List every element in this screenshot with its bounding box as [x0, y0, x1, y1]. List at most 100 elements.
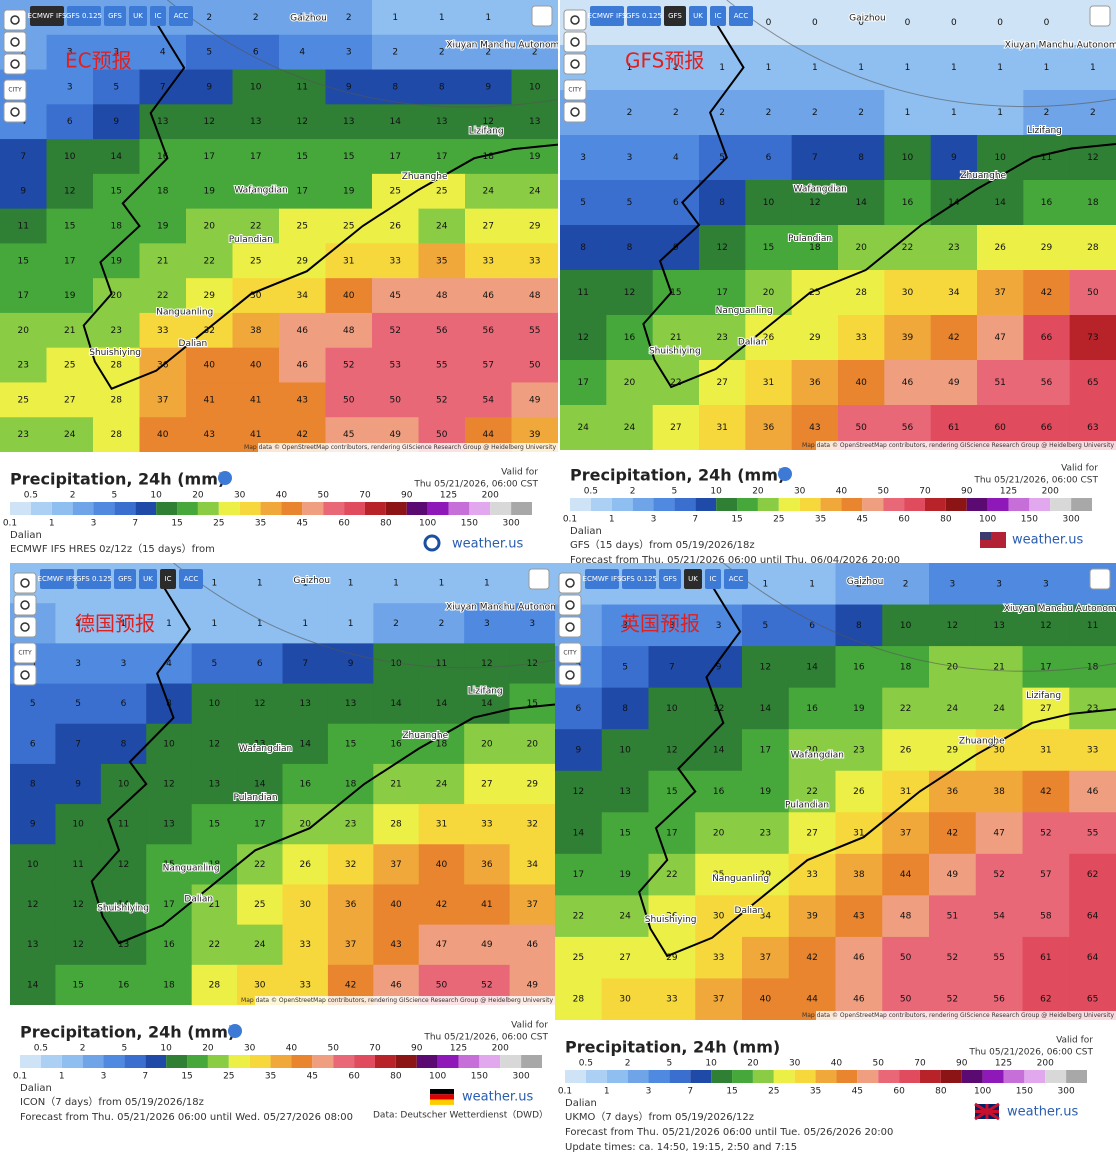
brand[interactable]: weather.us: [462, 1090, 533, 1105]
precip-cell: [139, 208, 187, 244]
city-button[interactable]: CITY: [568, 87, 582, 94]
model-button[interactable]: [30, 6, 64, 26]
model-button-label[interactable]: ACC: [734, 12, 749, 20]
precip-value: 8: [858, 153, 864, 163]
model-button-label[interactable]: GFS 0.125: [626, 12, 662, 20]
map-tool[interactable]: [3, 31, 27, 53]
model-button-label[interactable]: UK: [133, 12, 143, 20]
model-button[interactable]: [627, 6, 661, 26]
model-button[interactable]: [179, 569, 203, 589]
precip-value: 31: [716, 423, 727, 433]
precip-value: 38: [993, 787, 1005, 797]
share-button[interactable]: [1089, 5, 1111, 27]
map-tool[interactable]: [3, 9, 27, 31]
model-button-label[interactable]: ECMWF IFS: [28, 12, 67, 20]
model-button-label[interactable]: GFS 0.125: [66, 12, 102, 20]
share-button[interactable]: [531, 5, 553, 27]
map-tool[interactable]: [563, 53, 587, 75]
model-button[interactable]: [705, 569, 721, 589]
share-button[interactable]: [528, 568, 550, 590]
model-button-label[interactable]: ECMWF IFS: [588, 12, 627, 20]
model-button[interactable]: [622, 569, 656, 589]
map-tool[interactable]: [13, 642, 37, 664]
model-button[interactable]: [139, 569, 157, 589]
model-button-label[interactable]: GFS: [118, 575, 132, 583]
model-button[interactable]: [169, 6, 193, 26]
model-button[interactable]: [710, 6, 726, 26]
model-button[interactable]: [724, 569, 748, 589]
model-button-label[interactable]: ECMWF IFS: [583, 575, 622, 583]
map-tool[interactable]: [558, 594, 582, 616]
map-tool[interactable]: [563, 101, 587, 123]
precip-cell: [884, 360, 932, 406]
model-button[interactable]: [684, 569, 702, 589]
model-button-label[interactable]: GFS: [108, 12, 122, 20]
map-tool[interactable]: [13, 664, 37, 686]
map-tool[interactable]: [558, 616, 582, 638]
precip-value: 11: [297, 82, 308, 92]
model-button-label[interactable]: IC: [715, 12, 722, 20]
precip-cell: [418, 278, 466, 314]
precip-value: 50: [436, 430, 448, 440]
model-button-label[interactable]: ACC: [174, 12, 189, 20]
precip-cell: [699, 405, 746, 450]
model-button[interactable]: [40, 569, 74, 589]
map-tool[interactable]: [3, 79, 27, 101]
map-tool[interactable]: [558, 642, 582, 664]
map-tool[interactable]: [563, 79, 587, 101]
map-tool[interactable]: [13, 616, 37, 638]
city-button[interactable]: CITY: [563, 650, 577, 657]
info-icon[interactable]: [218, 471, 232, 485]
city-button[interactable]: CITY: [8, 87, 22, 94]
model-button-label[interactable]: ECMWF IFS: [38, 575, 77, 583]
model-button[interactable]: [664, 6, 686, 26]
map-tool[interactable]: [563, 31, 587, 53]
model-button[interactable]: [729, 6, 753, 26]
city-button[interactable]: CITY: [18, 650, 32, 657]
precip-cell: [745, 270, 793, 316]
model-button-label[interactable]: ACC: [729, 575, 744, 583]
precip-value: 29: [809, 333, 821, 343]
map-tool[interactable]: [3, 53, 27, 75]
model-button[interactable]: [67, 6, 101, 26]
model-button[interactable]: [104, 6, 126, 26]
model-button[interactable]: [114, 569, 136, 589]
model-button[interactable]: [585, 569, 619, 589]
precip-cell: [373, 763, 420, 805]
brand[interactable]: weather.us: [1007, 1105, 1078, 1120]
model-button-label[interactable]: UK: [688, 575, 698, 583]
map-tool[interactable]: [558, 664, 582, 686]
place-name: Pulandian: [233, 793, 277, 803]
model-button-label[interactable]: IC: [165, 575, 172, 583]
model-button-label[interactable]: GFS 0.125: [76, 575, 112, 583]
info-icon[interactable]: [228, 1024, 242, 1038]
model-button[interactable]: [129, 6, 147, 26]
model-button-label[interactable]: GFS: [663, 575, 677, 583]
precip-value: 11: [436, 659, 447, 669]
map-tool[interactable]: [563, 9, 587, 31]
info-icon[interactable]: [778, 467, 792, 481]
model-button[interactable]: [160, 569, 176, 589]
precip-value: 30: [902, 288, 914, 298]
model-button[interactable]: [659, 569, 681, 589]
model-button-label[interactable]: UK: [693, 12, 703, 20]
model-button-label[interactable]: IC: [155, 12, 162, 20]
brand[interactable]: weather.us: [452, 537, 523, 552]
model-button-label[interactable]: UK: [143, 575, 153, 583]
precip-cell: [838, 180, 885, 226]
share-button[interactable]: [1089, 568, 1111, 590]
map-tool[interactable]: [558, 572, 582, 594]
map-tool[interactable]: [13, 594, 37, 616]
model-button[interactable]: [150, 6, 166, 26]
brand[interactable]: weather.us: [1012, 533, 1083, 548]
model-button-label[interactable]: GFS 0.125: [621, 575, 657, 583]
model-button[interactable]: [689, 6, 707, 26]
map-tool[interactable]: [13, 572, 37, 594]
model-button-label[interactable]: IC: [710, 575, 717, 583]
precip-value: 50: [855, 423, 867, 433]
model-button-label[interactable]: ACC: [184, 575, 199, 583]
model-button-label[interactable]: GFS: [668, 12, 682, 20]
map-tool[interactable]: [3, 101, 27, 123]
model-button[interactable]: [590, 6, 624, 26]
model-button[interactable]: [77, 569, 111, 589]
